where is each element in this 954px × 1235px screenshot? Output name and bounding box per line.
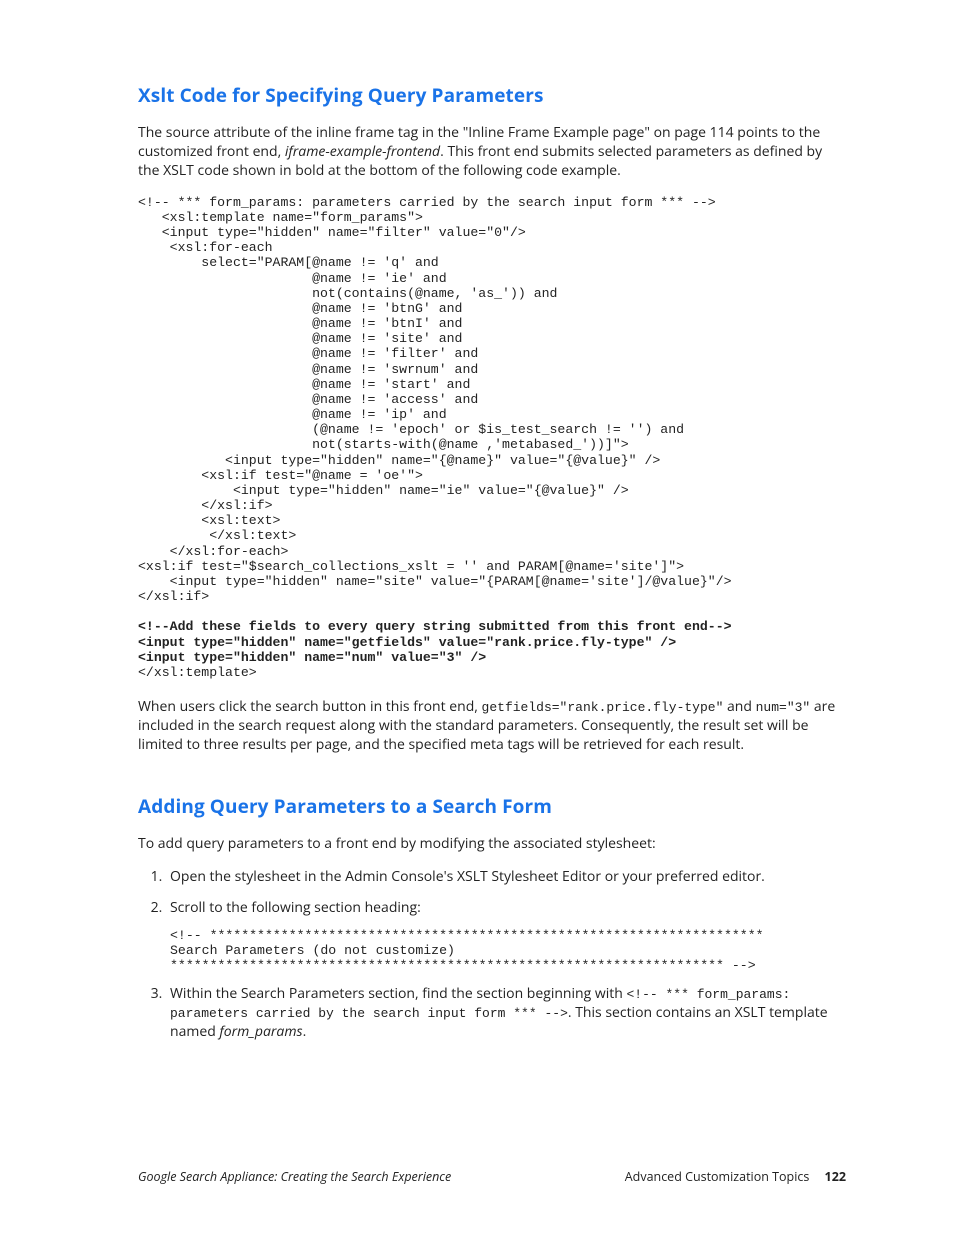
template-name: form_params xyxy=(219,1022,302,1041)
intro-paragraph: The source attribute of the inline frame… xyxy=(138,124,846,181)
page-footer: Google Search Appliance: Creating the Se… xyxy=(138,1168,846,1185)
code-close: </xsl:template> xyxy=(138,665,257,680)
footer-right: Advanced Customization Topics 122 xyxy=(625,1168,846,1185)
code-plain: <!-- *** form_params: parameters carried… xyxy=(138,195,732,604)
frontend-name: iframe-example-frontend xyxy=(285,142,440,161)
result-paragraph: When users click the search button in th… xyxy=(138,698,846,755)
step-2-code-block: <!-- ***********************************… xyxy=(170,928,846,974)
code-bold: <!--Add these fields to every query stri… xyxy=(138,619,732,664)
text: and xyxy=(723,697,755,716)
footer-section-label: Advanced Customization Topics xyxy=(625,1168,810,1185)
step-2-lead: Scroll to the following section heading: xyxy=(170,898,421,917)
step-2: Scroll to the following section heading:… xyxy=(166,899,846,973)
steps-list: Open the stylesheet in the Admin Console… xyxy=(138,868,846,1042)
footer-page-number: 122 xyxy=(825,1168,846,1185)
step-1: Open the stylesheet in the Admin Console… xyxy=(166,868,846,887)
inline-code-num: num="3" xyxy=(756,700,811,715)
text: The source attribute of the inline frame… xyxy=(138,123,463,142)
text: When users click the search button in th… xyxy=(138,697,482,716)
section-heading-adding-params: Adding Query Parameters to a Search Form xyxy=(138,793,846,819)
xslt-code-block: <!-- *** form_params: parameters carried… xyxy=(138,195,846,681)
step-3: Within the Search Parameters section, fi… xyxy=(166,985,846,1042)
section-heading-xslt-code: Xslt Code for Specifying Query Parameter… xyxy=(138,82,846,108)
text: . xyxy=(303,1022,307,1041)
text: Within the Search Parameters section, fi… xyxy=(170,984,626,1003)
h2-intro-paragraph: To add query parameters to a front end b… xyxy=(138,835,846,854)
footer-doc-title: Google Search Appliance: Creating the Se… xyxy=(138,1168,451,1185)
page-reference-link[interactable]: "Inline Frame Example page" on page 114 xyxy=(463,123,734,142)
inline-code-getfields: getfields="rank.price.fly-type" xyxy=(482,700,724,715)
document-page: Xslt Code for Specifying Query Parameter… xyxy=(0,0,954,1235)
